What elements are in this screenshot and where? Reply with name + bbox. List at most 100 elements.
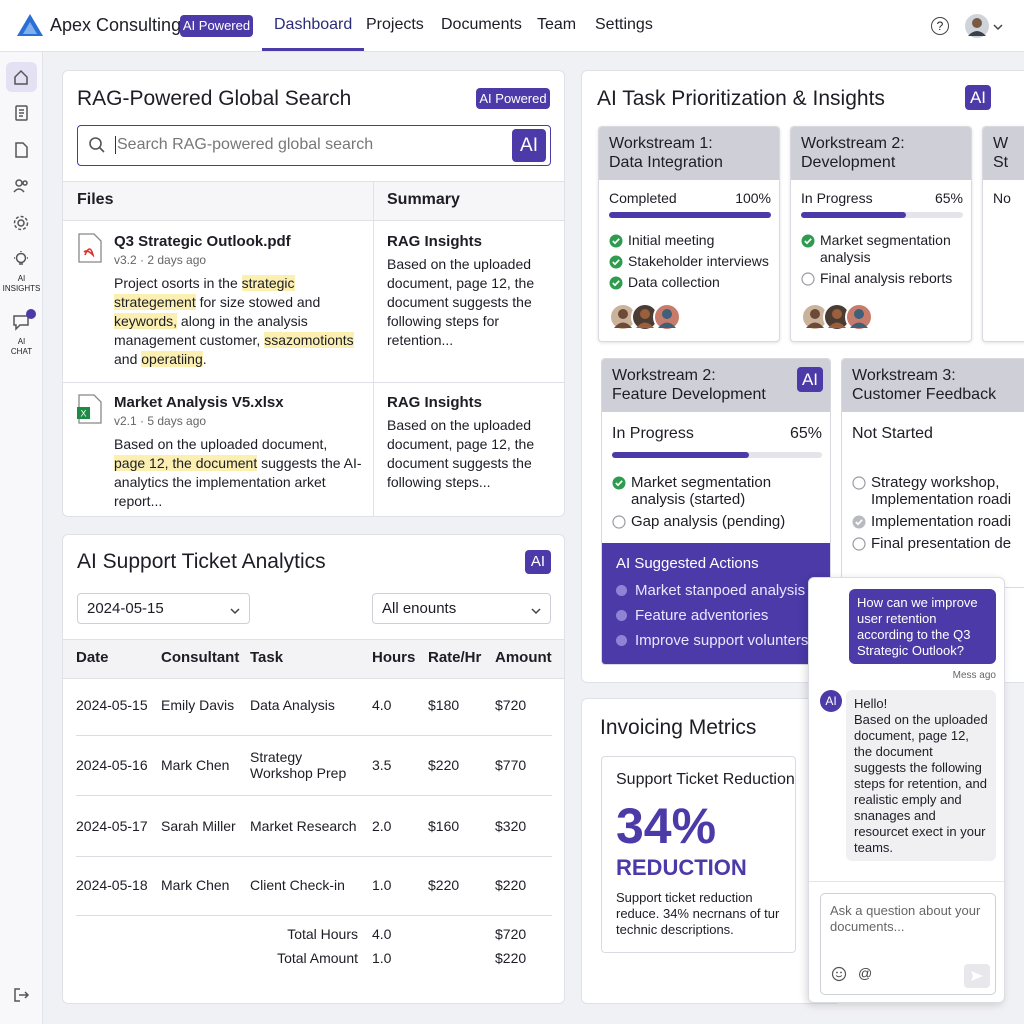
nav-item[interactable]: Projects xyxy=(366,16,424,33)
nav-item[interactable]: Settings xyxy=(595,16,653,33)
icon-part xyxy=(89,137,102,150)
ai-badge: AI xyxy=(797,367,823,392)
sidebar-dot xyxy=(26,309,36,319)
nav-underline xyxy=(262,48,364,51)
table-cell: 4.0 xyxy=(372,697,392,713)
icon-part xyxy=(13,315,29,331)
progress-bar xyxy=(609,212,771,218)
workstream-header: Workstream 2: Development xyxy=(791,127,971,180)
select-value: 2024-05-15 xyxy=(87,600,164,617)
file-name[interactable]: Market Analysis V5.xlsx xyxy=(114,394,284,411)
emoji-button[interactable] xyxy=(831,966,847,982)
icon-part xyxy=(78,233,102,263)
summary-title: RAG Insights xyxy=(387,394,483,411)
task-item: Market segmentation analysis xyxy=(820,232,951,265)
select[interactable]: 2024-05-15 xyxy=(77,593,250,624)
menu-chevron[interactable] xyxy=(992,20,1004,32)
highlight: operatiing xyxy=(141,351,203,367)
icon-part xyxy=(801,303,829,331)
snippet-text: for size stowed and xyxy=(195,294,321,310)
user-message: How can we improve user retention accord… xyxy=(849,589,996,664)
sidebar-icon[interactable] xyxy=(12,177,30,195)
progress-bar xyxy=(801,212,907,218)
user-avatar[interactable] xyxy=(965,14,989,38)
icon-part xyxy=(15,252,27,264)
icon-part xyxy=(968,31,986,36)
nav-item[interactable]: Team xyxy=(537,16,577,33)
logo xyxy=(16,12,44,38)
suggested-text[interactable]: Feature adventories xyxy=(635,607,769,624)
icon-part xyxy=(609,234,623,248)
send-button[interactable] xyxy=(964,964,990,988)
sidebar-icon[interactable] xyxy=(12,250,30,268)
icon-part xyxy=(612,280,620,287)
icon-part xyxy=(631,303,659,331)
file-icon xyxy=(77,233,103,263)
ai-badge: AI xyxy=(820,690,842,712)
status-icon xyxy=(801,234,815,248)
nav-item[interactable]: Dashboard xyxy=(274,16,353,33)
workstream-header: Workstream 3: Customer Feedback xyxy=(842,359,1024,412)
chat-panel: How can we improve user retention accord… xyxy=(808,577,1006,1003)
icon-part xyxy=(658,322,676,328)
icon-part xyxy=(835,975,843,978)
table-cell: $320 xyxy=(495,818,527,834)
chat-input[interactable]: Ask a question about your documents... @ xyxy=(820,893,996,995)
table-cell: $220 xyxy=(428,757,460,773)
icon-part xyxy=(614,322,632,328)
sidebar-icon[interactable] xyxy=(12,68,30,86)
workstream-title: Workstream 1: xyxy=(609,135,713,152)
sidebar-icon[interactable] xyxy=(12,104,30,122)
highlight: ssazomotionts xyxy=(264,332,354,348)
sidebar-label: AI CHAT xyxy=(10,337,33,356)
task-item: Final analysis reborts xyxy=(820,270,953,286)
icon-part xyxy=(77,407,90,419)
nav-item[interactable]: Documents xyxy=(441,16,522,33)
task-item: Strategy workshop, Implementation roadi xyxy=(871,474,1012,508)
sidebar-icon[interactable] xyxy=(12,214,30,232)
ai-button[interactable]: AI xyxy=(512,129,546,162)
snippet-text: suggests the AI-analytics the implementa… xyxy=(114,455,362,509)
table-cell: 2.0 xyxy=(372,818,392,834)
progress-label: 65% xyxy=(934,190,963,206)
row-divider xyxy=(76,735,552,736)
icon-part xyxy=(832,309,842,319)
progress-label: 100% xyxy=(735,190,771,206)
file-name[interactable]: Q3 Strategic Outlook.pdf xyxy=(114,233,291,250)
select[interactable]: All enounts xyxy=(372,593,551,624)
icon-part xyxy=(13,188,25,193)
icon-part xyxy=(850,322,868,328)
workstream-card: Workstream 3: Customer Feedback Not Starte… xyxy=(841,358,1024,588)
icon-part: X xyxy=(80,409,86,419)
workstream-title: W xyxy=(993,135,1009,152)
sidebar-icon[interactable] xyxy=(12,986,30,1004)
search-box[interactable]: Search RAG-powered global search AI xyxy=(77,125,551,166)
suggested-text[interactable]: Market stanpoed analysis xyxy=(635,582,806,599)
task-item: Final presentation de xyxy=(871,535,1012,552)
icon-part xyxy=(609,276,623,290)
icon-part xyxy=(612,515,626,529)
task-item: Initial meeting xyxy=(628,232,715,248)
icon-part xyxy=(98,146,105,153)
icon-part xyxy=(14,69,28,85)
column-header: Files xyxy=(77,191,114,208)
message-time: Mess ago xyxy=(952,670,996,681)
workstream-title: Development xyxy=(801,154,896,171)
summary-title: RAG Insights xyxy=(387,233,483,250)
mention-button[interactable]: @ xyxy=(858,965,873,981)
search-placeholder: Search RAG-powered global search xyxy=(115,136,374,154)
icon-part xyxy=(618,309,628,319)
status-icon xyxy=(852,515,866,529)
icon-part xyxy=(852,537,866,551)
help-button[interactable]: ? xyxy=(931,17,949,35)
workstream-title: Workstream 2: xyxy=(801,135,905,152)
workstream-title: Feature Development xyxy=(612,386,766,403)
icon-part xyxy=(640,309,650,319)
sidebar-icon[interactable] xyxy=(12,141,30,159)
icon-part xyxy=(831,966,847,982)
workstream-status: In Progress xyxy=(801,190,873,206)
total-label: Total Hours xyxy=(287,926,358,942)
suggested-text[interactable]: Improve support volunters xyxy=(635,632,809,649)
brand: Apex Consulting xyxy=(50,15,182,35)
status-icon xyxy=(612,515,626,529)
